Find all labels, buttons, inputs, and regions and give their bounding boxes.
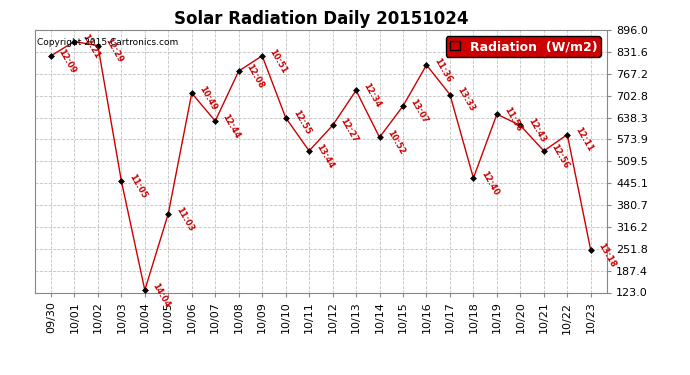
Text: 12:08: 12:08 bbox=[244, 62, 266, 90]
Text: Copyright 2015 Cartronics.com: Copyright 2015 Cartronics.com bbox=[37, 38, 179, 47]
Text: 13:07: 13:07 bbox=[408, 98, 430, 125]
Text: 12:29: 12:29 bbox=[104, 37, 125, 64]
Text: 12:09: 12:09 bbox=[57, 47, 77, 75]
Text: 11:36: 11:36 bbox=[432, 56, 453, 84]
Title: Solar Radiation Daily 20151024: Solar Radiation Daily 20151024 bbox=[174, 10, 468, 28]
Text: 12:34: 12:34 bbox=[362, 82, 383, 110]
Legend: Radiation  (W/m2): Radiation (W/m2) bbox=[446, 36, 601, 57]
Text: 12:44: 12:44 bbox=[221, 112, 242, 140]
Text: 10:51: 10:51 bbox=[268, 47, 289, 75]
Text: 13:33: 13:33 bbox=[455, 86, 477, 113]
Text: 12:40: 12:40 bbox=[479, 170, 500, 197]
Text: 14:04: 14:04 bbox=[150, 282, 172, 309]
Text: 11:05: 11:05 bbox=[127, 172, 148, 200]
Text: 13:44: 13:44 bbox=[315, 142, 336, 170]
Text: 12:21: 12:21 bbox=[80, 33, 101, 61]
Text: 12:56: 12:56 bbox=[549, 142, 571, 170]
Text: 10:52: 10:52 bbox=[385, 129, 406, 156]
Text: 12:27: 12:27 bbox=[338, 117, 359, 144]
Text: 13:18: 13:18 bbox=[596, 242, 618, 269]
Text: 11:03: 11:03 bbox=[174, 205, 195, 232]
Text: 11:56: 11:56 bbox=[502, 105, 524, 134]
Text: 12:43: 12:43 bbox=[526, 117, 547, 144]
Text: 12:55: 12:55 bbox=[291, 109, 313, 137]
Text: 12:11: 12:11 bbox=[573, 126, 594, 154]
Text: 10:49: 10:49 bbox=[197, 84, 219, 112]
